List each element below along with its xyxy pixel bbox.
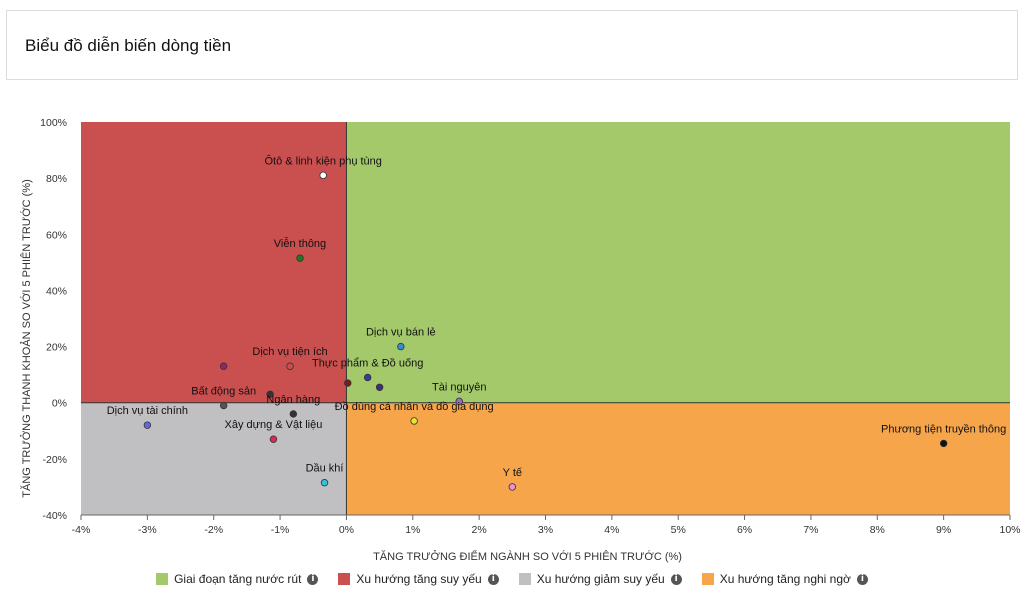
x-tick-label: 2% — [472, 524, 487, 536]
x-tick-label: 10% — [999, 524, 1020, 536]
legend-item-q2[interactable]: Xu hướng tăng suy yếu i — [338, 572, 499, 586]
data-point — [455, 397, 463, 406]
data-point — [939, 439, 948, 448]
y-tick-label: 20% — [46, 342, 67, 354]
y-tick-label: -40% — [42, 510, 67, 522]
quadrant-q1 — [346, 122, 1010, 403]
data-label: Thực phẩm & Đồ uống — [312, 357, 423, 369]
legend-swatch-q1 — [156, 573, 169, 585]
x-tick-label: 9% — [936, 524, 951, 536]
x-tick-label: -2% — [204, 524, 223, 536]
legend-label-q2: Xu hướng tăng suy yếu — [356, 572, 482, 586]
x-tick-label: 0% — [339, 524, 354, 536]
y-tick-label: 40% — [46, 285, 67, 297]
legend-item-q1[interactable]: Giai đoạn tăng nước rút i — [156, 572, 319, 586]
data-point — [320, 479, 329, 487]
quadrant-q3 — [81, 402, 347, 515]
legend-swatch-q4 — [701, 573, 714, 585]
legend-swatch-q2 — [338, 573, 351, 585]
info-icon[interactable]: i — [307, 573, 319, 585]
data-label: Đồ dùng cá nhân và đồ gia dụng — [335, 401, 494, 413]
info-icon[interactable]: i — [487, 573, 499, 585]
x-tick-label: -3% — [138, 524, 157, 536]
info-icon[interactable]: i — [856, 573, 868, 585]
legend-label-q4: Xu hướng tăng nghi ngờ — [719, 572, 851, 586]
y-tick-label: 80% — [46, 173, 67, 185]
x-tick-label: 1% — [405, 524, 420, 536]
data-point — [397, 342, 405, 351]
x-tick-label: 8% — [870, 524, 885, 536]
quadrant-q4 — [346, 402, 1010, 515]
y-tick-label: 60% — [46, 229, 67, 241]
legend-item-q3[interactable]: Xu hướng giảm suy yếu i — [518, 572, 682, 586]
info-icon[interactable]: i — [670, 573, 682, 585]
legend-swatch-q3 — [518, 573, 531, 585]
y-tick-label: 0% — [52, 398, 67, 410]
data-point — [289, 410, 298, 418]
data-label: Phương tiện truyền thông — [881, 423, 1006, 435]
data-point — [269, 435, 278, 443]
x-tick-label: 6% — [737, 524, 752, 536]
data-label: Dịch vụ tiện ích — [252, 346, 327, 358]
y-axis-label: TĂNG TRƯỞNG THANH KHOẢN SO VỚI 5 PHIÊN T… — [20, 179, 33, 497]
data-label: Bất động sản — [191, 386, 256, 398]
y-tick-label: 100% — [40, 117, 67, 129]
data-point — [375, 383, 384, 391]
data-point — [143, 421, 152, 429]
data-label: Dịch vụ tài chính — [107, 405, 188, 417]
x-tick-label: 4% — [604, 524, 619, 536]
data-point — [344, 379, 352, 387]
data-label: Y tế — [503, 467, 522, 479]
legend: Giai đoạn tăng nước rút i Xu hướng tăng … — [0, 570, 1024, 588]
x-tick-label: -1% — [271, 524, 290, 536]
data-point — [219, 401, 228, 410]
data-label: Dịch vụ bán lẻ — [366, 327, 436, 339]
data-point — [319, 171, 327, 180]
x-tick-label: -4% — [72, 524, 91, 536]
x-tick-label: 7% — [803, 524, 818, 536]
data-point — [296, 254, 304, 262]
x-axis-label: TĂNG TRƯỞNG ĐIỂM NGÀNH SO VỚI 5 PHIÊN TR… — [373, 550, 682, 563]
x-tick-label: 3% — [538, 524, 553, 536]
y-tick-label: -20% — [42, 454, 67, 466]
legend-item-q4[interactable]: Xu hướng tăng nghi ngờ i — [701, 572, 868, 586]
data-point — [410, 417, 418, 425]
cash-flow-scatter-chart: -4% -3% -2% -1% 0% 1% 2% 3% 4% 5% 6% 7% 8% 9% 10% -40% -… — [20, 117, 1021, 563]
data-label: Ôtô & linh kiện phụ tùng — [264, 154, 381, 167]
quadrant-q2 — [81, 122, 347, 403]
data-label: Xây dựng & Vật liệu — [224, 419, 322, 431]
data-label: Tài nguyên — [432, 381, 486, 393]
data-point — [286, 362, 294, 370]
data-point — [508, 483, 517, 491]
data-point — [266, 390, 274, 398]
data-point — [219, 362, 228, 370]
title-card: Biểu đồ diễn biến dòng tiền — [6, 10, 1018, 80]
legend-label-q1: Giai đoạn tăng nước rút — [174, 572, 302, 586]
data-label: Ngân hàng — [266, 394, 320, 406]
legend-label-q3: Xu hướng giảm suy yếu — [536, 572, 665, 586]
page-title: Biểu đồ diễn biến dòng tiền — [25, 36, 232, 55]
data-label: Dầu khí — [306, 463, 344, 475]
x-tick-label: 5% — [671, 524, 686, 536]
data-point — [363, 373, 372, 382]
data-label: Viễn thông — [274, 237, 326, 250]
